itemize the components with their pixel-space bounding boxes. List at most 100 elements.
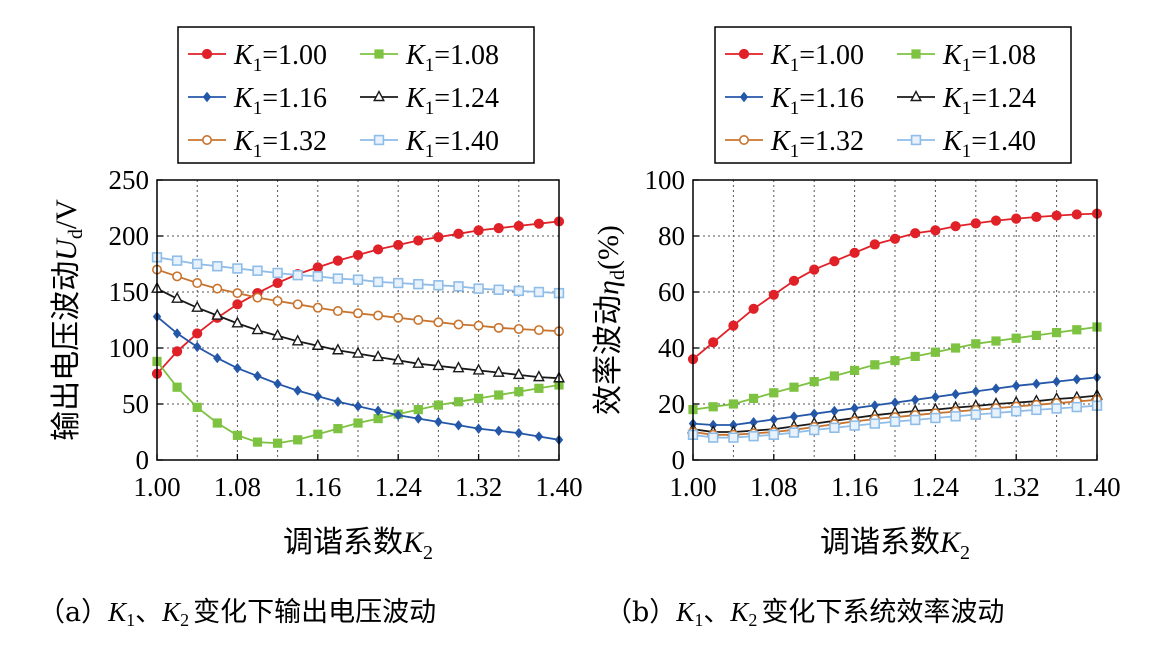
data-point [373, 244, 384, 255]
legend-value: =1.08 [971, 40, 1036, 71]
y-axis-title-a: 输出电压波动Ud/V [49, 199, 87, 441]
data-point [313, 390, 322, 402]
data-point [951, 389, 960, 400]
data-point [473, 283, 484, 294]
data-point [728, 320, 739, 331]
data-point [293, 435, 303, 445]
x-tick-label: 1.24 [912, 472, 960, 502]
legend-marker [202, 91, 212, 103]
data-point [251, 323, 264, 335]
legend-k: K [942, 126, 963, 157]
caption-b-k2: K [729, 597, 750, 627]
data-point [453, 319, 464, 330]
caption-b-sep: 、 [703, 597, 730, 628]
legend-item: K1=1.40 [897, 126, 1036, 162]
legend-label: K1=1.16 [233, 83, 327, 119]
x-tick-label: 1.00 [133, 472, 180, 502]
data-point [810, 408, 819, 419]
data-point [769, 414, 778, 425]
data-point [707, 432, 719, 443]
data-point [1011, 333, 1021, 343]
data-point [788, 275, 800, 286]
legend-value: =1.08 [434, 40, 499, 71]
data-point [809, 377, 819, 387]
legend-sub: 1 [962, 141, 972, 162]
y-tick-label: 40 [658, 333, 685, 363]
y-tick-label: 150 [109, 277, 150, 307]
caption-a-prefix: （a） [38, 597, 108, 628]
x-title-b-sub: 2 [960, 542, 970, 564]
data-point [909, 414, 921, 426]
data-point [312, 302, 323, 313]
y-axis-title-b: 效率波动ηd(%) [591, 225, 629, 415]
x-tick-label: 1.32 [455, 472, 502, 502]
y-title-a-sub: d [65, 229, 87, 239]
legend-marker [373, 90, 385, 102]
data-point [788, 427, 800, 438]
data-point [513, 220, 524, 232]
data-point [728, 432, 739, 443]
legend-item: K1=1.32 [188, 126, 327, 162]
caption-a-text: 变化下输出电压波动 [193, 597, 436, 628]
data-point [352, 249, 364, 261]
data-point [850, 403, 859, 414]
y-title-b-unit: (%) [592, 225, 625, 270]
data-point [1072, 374, 1081, 385]
data-point [474, 423, 483, 434]
legend-k: K [233, 83, 254, 114]
data-point [392, 277, 404, 289]
data-point [534, 431, 544, 442]
legend-marker [738, 135, 749, 146]
legend-sub: 1 [253, 141, 263, 162]
y-title-a-text: 输出电压波动 [49, 261, 84, 441]
data-point [869, 418, 881, 429]
data-point [413, 235, 424, 246]
legend-marker [201, 48, 213, 60]
data-point [433, 232, 444, 243]
legend-value: =1.00 [799, 40, 864, 71]
data-point [172, 382, 182, 392]
data-point [494, 390, 504, 400]
data-point [393, 239, 404, 251]
data-point [413, 278, 424, 290]
data-point [171, 255, 183, 266]
data-point [311, 338, 324, 350]
caption-b-prefix: （b） [605, 597, 676, 628]
data-point [433, 280, 444, 291]
caption-a-k2-sub: 2 [180, 610, 189, 630]
x-tick-label: 1.00 [669, 472, 716, 502]
data-point [213, 352, 222, 364]
data-point [870, 400, 879, 411]
data-point [352, 274, 364, 285]
y-tick-label: 20 [658, 389, 685, 419]
x-tick-label: 1.40 [535, 472, 582, 502]
data-point [372, 349, 385, 362]
legend-sub: 1 [425, 98, 435, 119]
data-point [492, 365, 505, 377]
data-point [1052, 328, 1062, 338]
data-point [709, 419, 718, 431]
data-point [829, 371, 839, 381]
data-point [493, 284, 504, 295]
legend-value: =1.40 [971, 126, 1036, 157]
legend-marker [910, 134, 922, 146]
legend-k: K [770, 83, 791, 114]
data-point [493, 223, 504, 234]
data-point [171, 291, 184, 303]
legend-k: K [405, 83, 426, 114]
legend-label: K1=1.24 [942, 83, 1036, 119]
data-point [1071, 209, 1082, 220]
data-point [1072, 325, 1082, 335]
data-point [473, 320, 484, 331]
data-point [850, 365, 860, 375]
data-point [970, 218, 981, 229]
x-title-b-text: 调谐系数 [820, 525, 940, 560]
data-point [373, 310, 384, 321]
data-point [1010, 406, 1022, 417]
x-tick-label: 1.16 [831, 472, 878, 502]
data-point [212, 261, 223, 272]
data-point [889, 416, 901, 427]
caption-b-k2-sub: 2 [748, 610, 757, 630]
data-point [292, 269, 303, 281]
data-point [990, 407, 1002, 419]
